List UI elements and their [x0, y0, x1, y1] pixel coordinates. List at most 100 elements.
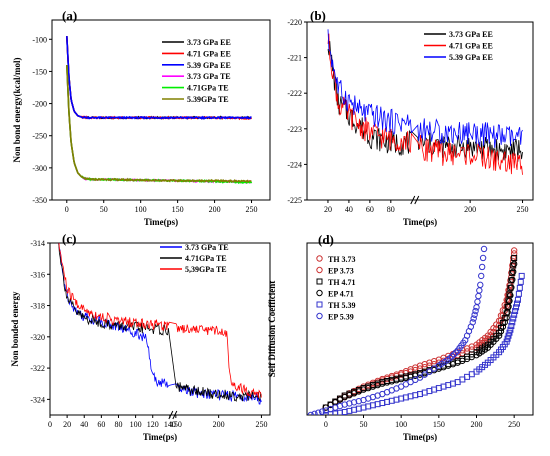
data-point: [479, 254, 487, 262]
data-point: [430, 365, 438, 372]
data-point: [518, 272, 525, 279]
data-point: [508, 323, 515, 330]
data-point: [421, 371, 428, 378]
x-tick-label: 200: [209, 205, 221, 214]
series-line: [327, 41, 523, 163]
x-tick-label: 250: [246, 205, 258, 214]
y-tick-label: -200: [32, 100, 47, 109]
legend-label: 4.71 GPa EE: [449, 42, 493, 51]
plot-frame: [49, 242, 271, 416]
series-line: [66, 36, 252, 120]
plot-frame: [306, 242, 534, 416]
legend-label: TH 4.71: [328, 278, 356, 287]
data-point: [514, 296, 521, 303]
data-point: [508, 277, 515, 284]
y-axis-label: Self Diffusion Coefficient: [267, 281, 277, 378]
data-point: [511, 311, 518, 318]
x-axis-label: Time(ps): [403, 432, 437, 442]
x-tick-label: 40: [80, 420, 88, 429]
data-point: [517, 278, 524, 285]
data-point: [508, 284, 515, 291]
data-point: [336, 396, 344, 403]
y-tick-label: -350: [32, 196, 47, 205]
legend-label: 3.73 GPa EE: [187, 38, 231, 47]
data-point: [513, 300, 520, 307]
x-tick-label: 200: [213, 420, 225, 429]
legend-marker: [316, 266, 323, 274]
series-line: [327, 29, 523, 148]
axis-break-mark: [414, 195, 420, 205]
y-tick-label: -223: [287, 125, 302, 134]
x-tick-label: 140: [164, 420, 176, 429]
x-tick-label: 250: [517, 205, 529, 214]
series-line: [66, 64, 252, 184]
data-point: [322, 412, 329, 415]
series-line: [58, 243, 262, 398]
data-point: [510, 268, 517, 275]
x-tick-label: 50: [360, 420, 368, 429]
data-point: [416, 374, 424, 381]
data-point: [503, 310, 510, 317]
data-point: [513, 304, 520, 311]
data-point: [474, 298, 481, 305]
y-tick-label: -221: [287, 54, 302, 63]
data-point: [473, 304, 480, 311]
data-point: [471, 311, 478, 318]
data-point: [480, 245, 488, 253]
data-point: [452, 349, 459, 356]
x-tick-label: 250: [255, 420, 267, 429]
y-tick-label: -314: [30, 239, 45, 248]
data-point: [469, 319, 476, 326]
y-tick-label: -316: [30, 270, 45, 279]
data-point: [507, 326, 514, 333]
x-tick-label: 100: [130, 420, 142, 429]
y-tick-label: -150: [32, 67, 47, 76]
x-tick-label: 80: [114, 420, 122, 429]
axis-break-mark: [410, 195, 416, 205]
x-tick-label: 100: [135, 205, 147, 214]
y-tick-label: -100: [32, 35, 47, 44]
x-tick-label: 250: [508, 420, 520, 429]
y-tick-label: -322: [30, 364, 45, 373]
plot-frame: [51, 19, 271, 201]
legend-marker: [316, 289, 323, 297]
data-point: [478, 272, 485, 280]
legend-marker: [316, 255, 323, 262]
axis-break-mark: [168, 410, 174, 420]
panel-label: (b): [310, 8, 326, 23]
legend-marker: [316, 278, 323, 285]
data-point: [311, 410, 318, 415]
legend-marker: [316, 312, 323, 320]
data-point: [509, 319, 516, 326]
x-tick-label: 150: [170, 420, 182, 429]
panel-label: (c): [62, 231, 76, 246]
data-point: [511, 254, 518, 261]
data-point: [475, 292, 482, 300]
y-axis-label: Non bonded energy: [10, 291, 20, 367]
x-tick-label: 60: [366, 205, 374, 214]
x-tick-label: 0: [65, 205, 69, 214]
series-line: [58, 243, 262, 402]
data-point: [510, 315, 517, 322]
legend-label: TH 5.39: [328, 301, 356, 310]
y-tick-label: -250: [32, 132, 47, 141]
data-point: [446, 354, 454, 362]
data-point: [510, 250, 518, 257]
legend-label: 5.39GPa TE: [187, 95, 229, 104]
legend-label: 5.39 GPa EE: [187, 61, 231, 70]
x-tick-label: 200: [464, 205, 476, 214]
x-tick-label: 80: [387, 205, 395, 214]
y-tick-label: -220: [287, 18, 302, 27]
legend-label: TH 3.73: [328, 255, 356, 264]
plot-frame: [306, 21, 534, 201]
x-tick-label: 100: [395, 420, 407, 429]
x-tick-label: 150: [433, 420, 445, 429]
x-tick-label: 60: [97, 420, 105, 429]
x-tick-label: 120: [147, 420, 159, 429]
y-tick-label: -224: [287, 160, 302, 169]
y-tick-label: -225: [287, 196, 302, 205]
data-point: [507, 292, 514, 299]
data-point: [476, 287, 483, 294]
data-point: [515, 290, 522, 297]
